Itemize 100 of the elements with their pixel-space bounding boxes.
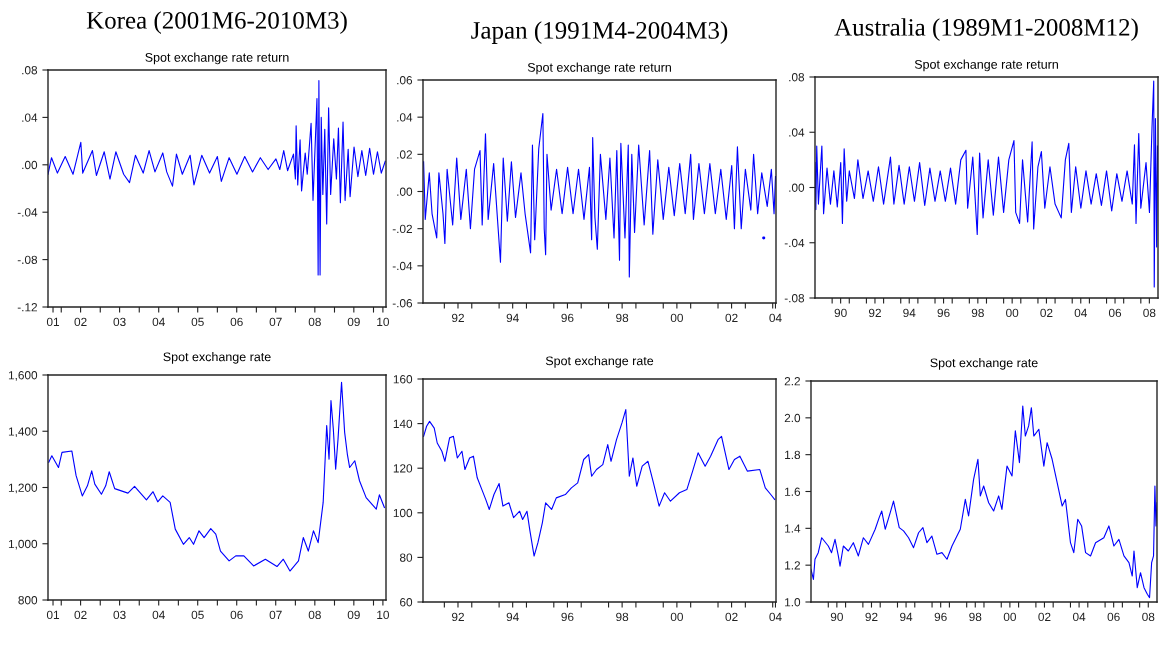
y-tick-label: 1.0 (785, 598, 801, 607)
y-tick-label: .04 (22, 113, 38, 122)
x-tick-label: 90 (834, 308, 847, 318)
y-tick-label: 1.4 (785, 524, 801, 533)
x-tick-label: 06 (1108, 308, 1122, 318)
x-tick-label: 92 (865, 612, 878, 622)
x-tick-label: 02 (74, 610, 87, 620)
line-series (815, 80, 1158, 288)
y-tick-label: 2.2 (784, 377, 800, 386)
x-tick-label: 94 (506, 313, 519, 323)
y-tick-label: -.08 (784, 294, 805, 303)
y-tick-label: 1,400 (8, 427, 38, 438)
y-tick-label: .02 (397, 150, 412, 159)
chart-title: Spot exchange rate (545, 356, 654, 368)
x-tick-label: 01 (46, 610, 60, 620)
y-tick-label: -.02 (392, 224, 412, 234)
x-tick-label: 98 (969, 612, 982, 622)
y-tick-label: -.06 (392, 299, 413, 308)
x-tick-label: 98 (971, 308, 984, 318)
y-tick-label: 1,000 (8, 539, 38, 550)
chart-subtitle: Spot exchange rate return (914, 59, 1058, 72)
x-tick-label: 04 (769, 313, 782, 323)
x-tick-label: 90 (830, 612, 843, 622)
x-tick-label: 00 (670, 313, 683, 323)
x-tick-label: 04 (769, 612, 782, 622)
y-tick-label: .00 (789, 183, 805, 192)
x-tick-label: 09 (347, 610, 360, 620)
line-series (48, 80, 386, 276)
y-tick-label: 140 (393, 419, 413, 428)
x-tick-label: 08 (1142, 612, 1155, 622)
y-tick-label: 100 (393, 508, 413, 518)
y-tick-label: 2.0 (784, 413, 801, 423)
x-tick-label: 98 (616, 612, 629, 622)
x-tick-label: 94 (903, 308, 916, 318)
x-tick-label: 02 (74, 317, 87, 327)
y-tick-label: .04 (397, 113, 413, 122)
y-tick-label: 1.8 (785, 450, 801, 460)
y-tick-label: -.04 (392, 261, 413, 271)
x-tick-label: 04 (1074, 308, 1087, 318)
x-tick-label: 02 (1038, 612, 1051, 622)
x-tick-label: 94 (506, 612, 519, 622)
y-tick-label: .00 (397, 187, 413, 196)
chart-subtitle: Spot exchange rate return (527, 62, 671, 75)
x-tick-label: 05 (191, 610, 204, 620)
x-tick-label: 96 (561, 612, 574, 622)
y-tick-label: -.12 (17, 303, 37, 312)
y-tick-label: -.08 (17, 255, 38, 264)
x-tick-label: 02 (1040, 308, 1053, 318)
x-tick-label: 02 (725, 612, 738, 622)
x-tick-label: 03 (113, 610, 126, 620)
x-tick-label: 92 (451, 612, 464, 622)
y-tick-label: 120 (393, 464, 413, 473)
x-tick-label: 96 (937, 308, 950, 318)
x-tick-label: 92 (868, 308, 881, 318)
x-tick-label: 98 (616, 313, 629, 323)
x-tick-label: 01 (46, 317, 60, 327)
y-tick-label: 1,200 (8, 483, 38, 494)
x-tick-label: 07 (269, 610, 282, 620)
chart-title: Spot exchange rate (163, 352, 271, 364)
y-tick-label: 1.2 (785, 561, 800, 570)
x-tick-label: 00 (670, 612, 683, 622)
line-series (48, 381, 385, 572)
y-tick-label: .08 (22, 66, 38, 75)
x-tick-label: 06 (230, 610, 243, 620)
x-tick-label: 07 (269, 317, 282, 327)
y-tick-label: 60 (400, 598, 413, 607)
x-tick-label: 04 (152, 317, 165, 327)
y-tick-label: .04 (789, 128, 805, 137)
y-tick-label: .00 (22, 160, 38, 170)
x-tick-label: 08 (1143, 308, 1156, 318)
y-tick-label: 1.6 (785, 487, 801, 496)
x-tick-label: 06 (1107, 612, 1120, 622)
chart-title: Korea (2001M6-2010M3) (86, 11, 347, 34)
chart-subtitle: Spot exchange rate return (145, 52, 289, 65)
chart-title: Australia (1989M1-2008M12) (834, 18, 1138, 41)
x-tick-label: 96 (934, 612, 947, 622)
x-tick-label: 08 (308, 317, 321, 327)
y-tick-label: -.04 (784, 238, 805, 248)
chart-title: Japan (1991M4-2004M3) (471, 21, 728, 44)
y-tick-label: .08 (789, 73, 805, 82)
x-tick-label: 04 (152, 610, 165, 620)
x-tick-label: 06 (230, 317, 243, 327)
y-tick-label: 80 (399, 553, 413, 562)
x-tick-label: 94 (900, 612, 913, 622)
x-tick-label: 92 (451, 313, 464, 323)
y-tick-label: 800 (18, 596, 38, 605)
line-series (811, 405, 1157, 599)
line-series (423, 112, 776, 278)
line-series (423, 408, 776, 557)
x-tick-label: 96 (561, 313, 574, 323)
x-tick-label: 08 (308, 610, 321, 620)
y-tick-label: -.04 (17, 208, 38, 217)
x-tick-label: 10 (377, 317, 390, 327)
y-tick-label: 1,600 (8, 371, 38, 381)
x-tick-label: 05 (191, 317, 204, 327)
x-tick-label: 00 (1003, 612, 1016, 622)
x-tick-label: 02 (725, 313, 738, 323)
x-tick-label: 03 (113, 317, 126, 327)
y-tick-label: 160 (393, 375, 413, 384)
y-tick-label: .06 (397, 76, 413, 85)
